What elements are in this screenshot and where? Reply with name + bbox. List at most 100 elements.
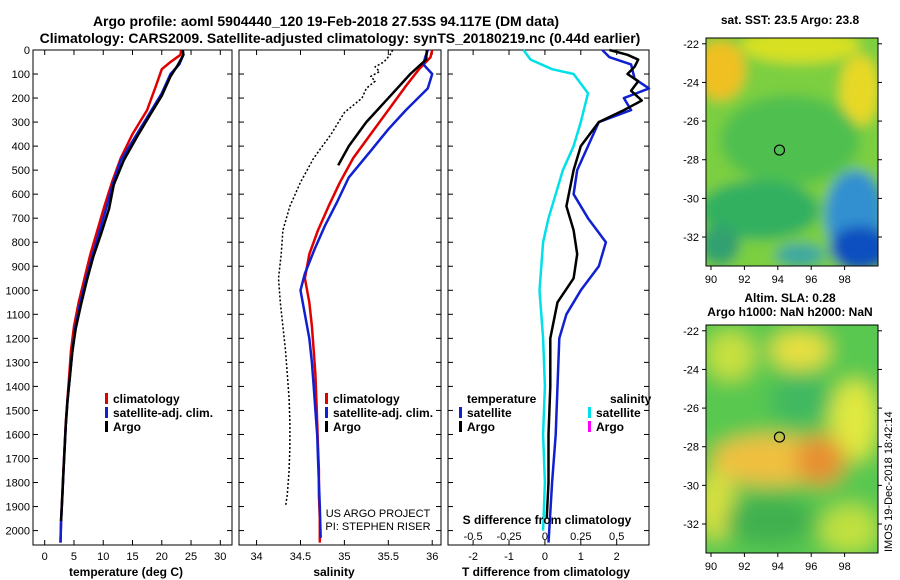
x-tick-label: 35 xyxy=(338,551,350,563)
figure-subtitle: Climatology: CARS2009. Satellite-adjuste… xyxy=(40,30,641,46)
sst-map-title: sat. SST: 23.5 Argo: 23.8 xyxy=(721,13,860,27)
lat-tick-label: -24 xyxy=(683,364,699,376)
x-tick-label: 20 xyxy=(156,551,168,563)
lon-tick-label: 92 xyxy=(738,561,750,573)
legend-label-argo: Argo xyxy=(333,420,361,434)
x-tick-label: 34 xyxy=(250,551,262,563)
x-tick-label: 25 xyxy=(185,551,197,563)
legend-swatch-climatology xyxy=(325,393,328,404)
x-tick-label: 1 xyxy=(578,551,584,563)
depth-tick-label: 600 xyxy=(12,189,30,201)
sla-map: Altim. SLA: 0.28 Argo h1000: NaN h2000: … xyxy=(683,291,882,573)
s-diff-tick-label: -0.25 xyxy=(496,531,521,543)
x-tick-label: 10 xyxy=(97,551,109,563)
series-line-t-satellite xyxy=(547,49,651,543)
series-line-argo xyxy=(59,49,185,522)
s-difference-axis-label: S difference from climatology xyxy=(463,513,632,527)
legend-swatch-climatology xyxy=(105,393,108,404)
temperature-axis-label: temperature (deg C) xyxy=(69,565,183,579)
t-difference-axis-label: T difference from climatology xyxy=(462,565,630,579)
x-tick-label: 35.5 xyxy=(378,551,399,563)
x-tick-label: 0 xyxy=(542,551,548,563)
pi-credit: PI: STEPHEN RISER xyxy=(325,521,430,533)
depth-tick-label: 1000 xyxy=(6,285,30,297)
x-tick-label: 34.5 xyxy=(290,551,311,563)
lat-tick-label: -30 xyxy=(683,193,699,205)
legend-label-argo: Argo xyxy=(113,420,141,434)
series-line-climatology xyxy=(303,49,434,543)
difference-legend: temperature satellite Argo salinity sate… xyxy=(459,392,652,434)
lon-tick-label: 90 xyxy=(705,561,717,573)
lon-tick-label: 96 xyxy=(805,274,817,286)
legend-label-climatology: climatology xyxy=(333,392,400,406)
legend-swatch-t-argo xyxy=(459,421,462,432)
lon-tick-label: 98 xyxy=(838,561,850,573)
x-tick-label: 5 xyxy=(71,551,77,563)
depth-tick-label: 300 xyxy=(12,117,30,129)
series-line-climatology-salinity-range xyxy=(277,49,394,507)
lon-tick-label: 90 xyxy=(705,274,717,286)
footer-timestamp: IMOS 19-Dec-2018 18:42:14 xyxy=(883,411,895,552)
salinity-axis-label: salinity xyxy=(313,565,355,579)
depth-tick-label: 500 xyxy=(12,165,30,177)
series-line-argo xyxy=(337,49,429,166)
lat-tick-label: -24 xyxy=(683,77,699,89)
lat-tick-label: -32 xyxy=(683,232,699,244)
argo-position-marker xyxy=(773,431,786,443)
lat-tick-label: -28 xyxy=(683,155,699,167)
depth-tick-label: 400 xyxy=(12,141,30,153)
salinity-legend: climatology satellite-adj. clim. Argo xyxy=(325,392,433,434)
x-tick-label: 15 xyxy=(126,551,138,563)
depth-tick-label: 1300 xyxy=(6,357,30,369)
x-tick-label: 36 xyxy=(426,551,438,563)
legend-label-satellite: satellite-adj. clim. xyxy=(333,406,433,420)
lat-tick-label: -22 xyxy=(683,39,699,51)
depth-tick-label: 0 xyxy=(24,45,30,57)
depth-tick-label: 700 xyxy=(12,213,30,225)
sla-map-title: Altim. SLA: 0.28 xyxy=(744,291,836,305)
figure-title: Argo profile: aoml 5904440_120 19-Feb-20… xyxy=(93,13,559,29)
sst-map: sat. SST: 23.5 Argo: 23.8 90 92 94 96 98 -22 -… xyxy=(683,13,882,286)
x-tick-label: 30 xyxy=(214,551,226,563)
x-tick-label: -1 xyxy=(504,551,514,563)
lat-tick-label: -30 xyxy=(683,480,699,492)
x-tick-label: 0 xyxy=(42,551,48,563)
s-diff-tick-label: 0.5 xyxy=(609,531,624,543)
legend-label-s-satellite: satellite xyxy=(596,406,641,420)
depth-tick-label: 1900 xyxy=(6,502,30,514)
legend-title-temperature: temperature xyxy=(467,392,537,406)
depth-tick-label: 1400 xyxy=(6,381,30,393)
depth-tick-label: 1700 xyxy=(6,453,30,465)
sla-map-axes: 90 92 94 96 98 -22 -24 -26 -28 -30 -32 xyxy=(683,326,882,573)
s-diff-tick-label: 0 xyxy=(542,531,548,543)
legend-label-t-argo: Argo xyxy=(467,420,495,434)
x-tick-label: -2 xyxy=(468,551,478,563)
legend-swatch-t-satellite xyxy=(459,407,462,418)
project-credit: US ARGO PROJECT xyxy=(326,508,431,520)
lat-tick-label: -26 xyxy=(683,403,699,415)
depth-tick-label: 1600 xyxy=(6,429,30,441)
sla-map-field xyxy=(706,325,878,553)
legend-swatch-s-satellite xyxy=(588,407,591,418)
sst-map-axes: 90 92 94 96 98 -22 -24 -26 -28 -30 -32 xyxy=(683,39,882,286)
legend-swatch-argo xyxy=(325,421,328,432)
legend-swatch-satellite xyxy=(105,407,108,418)
legend-label-climatology: climatology xyxy=(113,392,180,406)
depth-tick-label: 1800 xyxy=(6,478,30,490)
lat-tick-label: -26 xyxy=(683,116,699,128)
sst-map-field xyxy=(706,38,878,266)
series-line-s-satellite xyxy=(522,49,590,531)
legend-label-t-satellite: satellite xyxy=(467,406,512,420)
depth-tick-label: 200 xyxy=(12,93,30,105)
series-line-satellite-adj-clim- xyxy=(299,49,434,538)
legend-label-satellite: satellite-adj. clim. xyxy=(113,406,213,420)
depth-tick-label: 100 xyxy=(12,69,30,81)
lat-tick-label: -32 xyxy=(683,519,699,531)
lon-tick-label: 94 xyxy=(772,561,784,573)
depth-tick-label: 1100 xyxy=(6,309,30,321)
lon-tick-label: 96 xyxy=(805,561,817,573)
salinity-panel-frame xyxy=(238,49,442,546)
series-line-t-argo xyxy=(545,48,644,519)
tick-layer: 0 5 10 15 20 25 300100200300400500600700800900… xyxy=(6,45,649,563)
